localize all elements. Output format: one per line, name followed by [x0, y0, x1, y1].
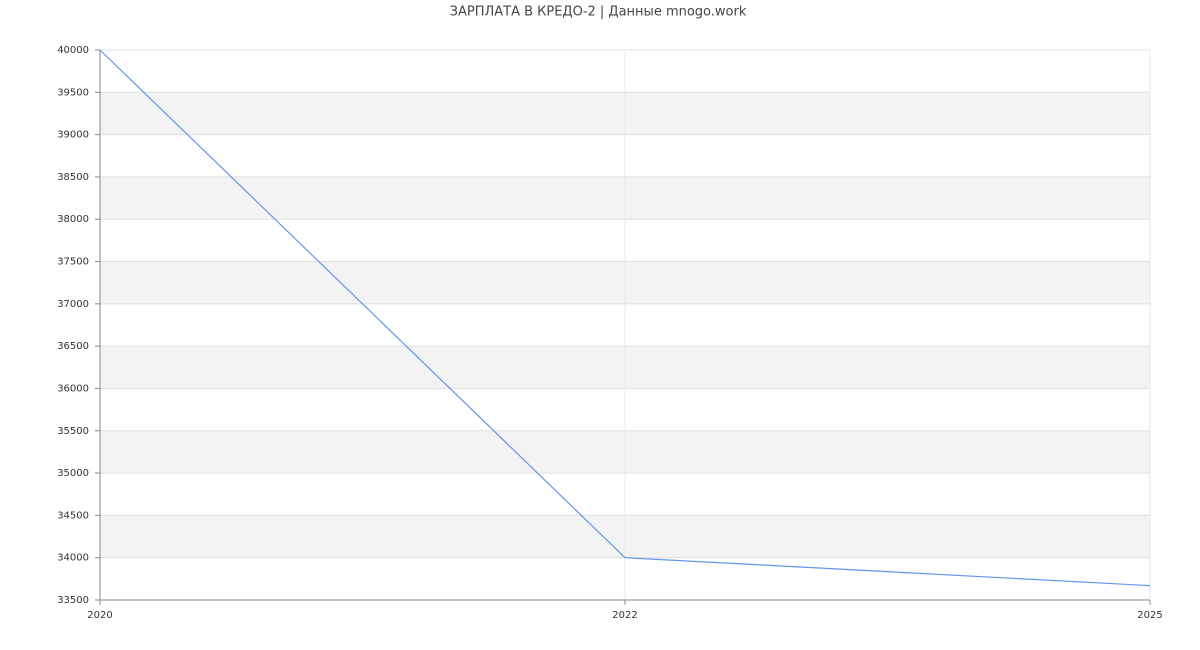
y-tick-label: 33500 [57, 595, 89, 606]
y-tick-label: 34500 [57, 510, 89, 521]
y-tick-label: 40000 [57, 45, 89, 56]
x-tick-label: 2020 [87, 610, 112, 621]
y-tick-label: 35000 [57, 468, 89, 479]
y-tick-label: 38500 [57, 172, 89, 183]
y-tick-label: 39000 [57, 130, 89, 141]
y-tick-label: 37000 [57, 299, 89, 310]
y-tick-label: 38000 [57, 214, 89, 225]
x-tick-label: 2022 [612, 610, 637, 621]
y-tick-label: 36000 [57, 383, 89, 394]
y-tick-label: 37500 [57, 257, 89, 268]
y-tick-label: 39500 [57, 87, 89, 98]
line [99, 49, 1151, 587]
y-tick-label: 35500 [57, 426, 89, 437]
chart-title: ЗАРПЛАТА В КРЕДО-2 | Данные mnogo.work [450, 5, 747, 20]
y-tick-label: 34000 [57, 553, 89, 564]
y-tick-label: 36500 [57, 341, 89, 352]
x-tick-label: 2025 [1137, 610, 1162, 621]
